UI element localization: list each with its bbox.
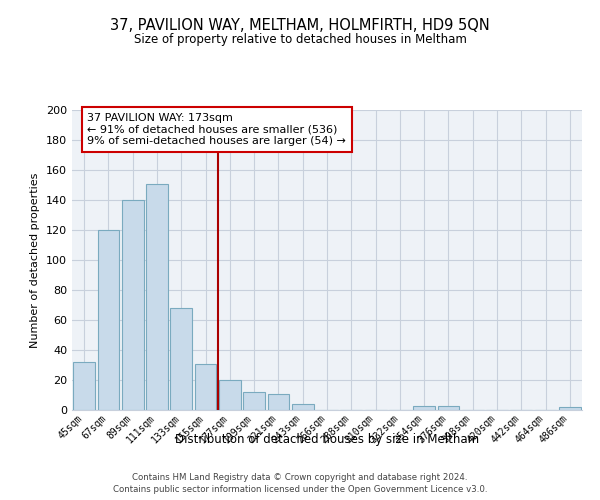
Bar bbox=[194, 364, 217, 410]
Bar bbox=[243, 392, 265, 410]
Y-axis label: Number of detached properties: Number of detached properties bbox=[31, 172, 40, 348]
Text: Size of property relative to detached houses in Meltham: Size of property relative to detached ho… bbox=[134, 32, 466, 46]
Text: Contains HM Land Registry data © Crown copyright and database right 2024.
Contai: Contains HM Land Registry data © Crown c… bbox=[113, 472, 487, 494]
Text: 37, PAVILION WAY, MELTHAM, HOLMFIRTH, HD9 5QN: 37, PAVILION WAY, MELTHAM, HOLMFIRTH, HD… bbox=[110, 18, 490, 32]
Bar bbox=[146, 184, 168, 410]
Bar bbox=[170, 308, 192, 410]
Text: 37 PAVILION WAY: 173sqm
← 91% of detached houses are smaller (536)
9% of semi-de: 37 PAVILION WAY: 173sqm ← 91% of detache… bbox=[88, 113, 346, 146]
Bar bbox=[73, 362, 95, 410]
Bar bbox=[437, 406, 460, 410]
Text: Distribution of detached houses by size in Meltham: Distribution of detached houses by size … bbox=[175, 432, 479, 446]
Bar bbox=[413, 406, 435, 410]
Bar bbox=[559, 407, 581, 410]
Bar bbox=[122, 200, 143, 410]
Bar bbox=[219, 380, 241, 410]
Bar bbox=[97, 230, 119, 410]
Bar bbox=[292, 404, 314, 410]
Bar bbox=[268, 394, 289, 410]
